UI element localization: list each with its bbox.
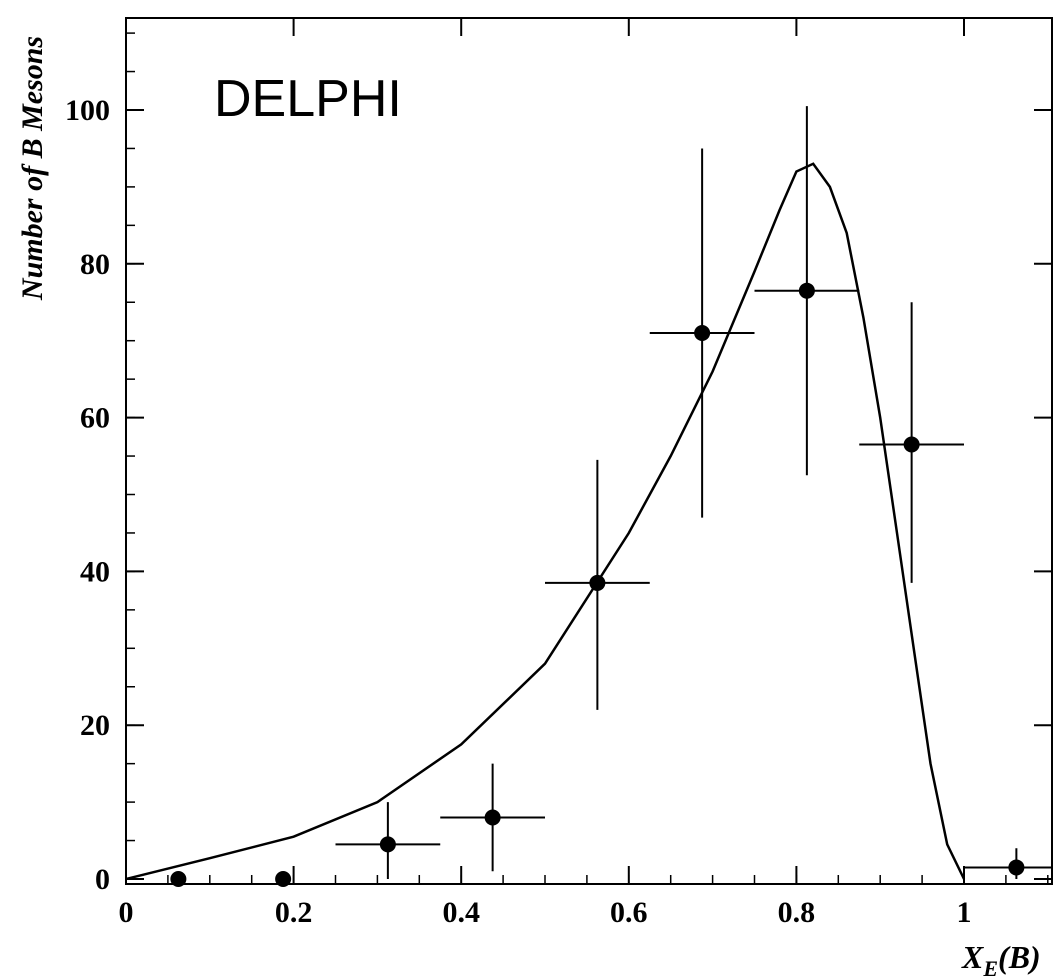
fit-curve (125, 162, 966, 881)
x-axis-title-suffix: (B) (998, 939, 1041, 975)
y-axis-title: Number of B Mesons (16, 36, 49, 301)
y-tick-label: 100 (65, 94, 110, 127)
x-tick-label: 1 (957, 896, 972, 929)
y-tick-label: 60 (80, 402, 110, 435)
plot-frame (125, 17, 1053, 885)
data-point (798, 282, 815, 299)
data-point (1008, 859, 1025, 876)
tick-labels: 0 0.2 0.4 0.6 0.8 1 0 20 40 60 80 100 (65, 94, 972, 929)
y-tick-label: 20 (80, 709, 110, 742)
fit-curve-layer (125, 162, 966, 881)
y-tick-label: 40 (80, 555, 110, 588)
x-tick-label: 0.6 (610, 896, 648, 929)
x-axis-title: XE(B) (961, 939, 1041, 980)
x-tick-label: 0.4 (442, 896, 480, 929)
data-point (694, 325, 711, 342)
data-points-layer (170, 106, 1052, 887)
experiment-label: DELPHI (214, 70, 402, 128)
x-axis-title-subscript: E (982, 956, 998, 980)
data-point (170, 871, 187, 887)
x-tick-label: 0.8 (778, 896, 816, 929)
data-point (484, 809, 501, 826)
data-point (275, 871, 292, 887)
y-tick-label: 0 (95, 863, 110, 896)
x-axis-title-main: X (961, 939, 984, 975)
y-tick-label: 80 (80, 248, 110, 281)
x-tick-label: 0 (119, 896, 134, 929)
axis-ticks (125, 18, 1052, 884)
x-tick-label: 0.2 (275, 896, 313, 929)
data-point (379, 836, 396, 853)
data-point (903, 436, 920, 453)
data-point (589, 574, 606, 591)
